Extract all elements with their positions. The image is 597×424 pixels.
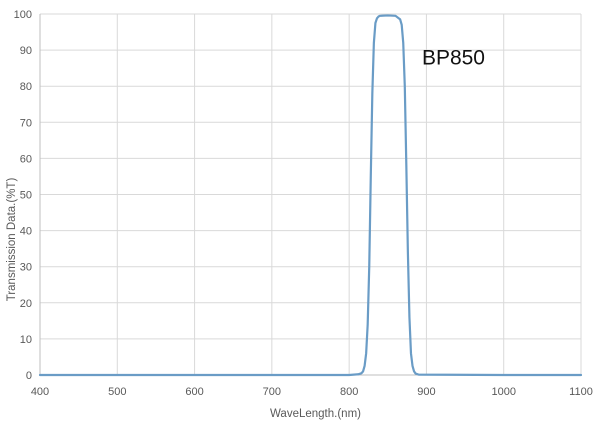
x-tick-label-1000: 1000 [491, 386, 515, 398]
y-tick-label-30: 30 [20, 262, 32, 274]
y-tick-label-0: 0 [26, 370, 32, 382]
y-tick-label-60: 60 [20, 153, 32, 165]
series-group [38, 14, 583, 377]
y-axis-title: Transmission Data.(%T) [6, 178, 18, 302]
y-tick-label-20: 20 [20, 298, 32, 310]
series-line-0 [38, 14, 583, 377]
y-tick-labels: 0 10 20 30 40 50 60 70 80 90 100 [14, 9, 32, 382]
x-tick-labels: 400 500 600 700 800 900 1000 1100 [31, 386, 593, 398]
x-tick-label-1100: 1100 [569, 386, 593, 398]
x-tick-label-900: 900 [417, 386, 435, 398]
x-tick-label-700: 700 [263, 386, 281, 398]
grid-lines [40, 13, 582, 375]
y-tick-label-10: 10 [20, 334, 32, 346]
y-tick-label-90: 90 [20, 45, 32, 57]
y-tick-label-80: 80 [20, 81, 32, 93]
x-axis-title: WaveLength.(nm) [270, 408, 361, 420]
x-tick-label-600: 600 [185, 386, 203, 398]
x-tick-label-500: 500 [108, 386, 126, 398]
x-tick-label-800: 800 [340, 386, 358, 398]
y-tick-label-50: 50 [20, 190, 32, 202]
x-tick-label-400: 400 [31, 386, 49, 398]
y-tick-label-70: 70 [20, 117, 32, 129]
annotation-label: BP850 [422, 46, 485, 69]
y-tick-label-40: 40 [20, 226, 32, 238]
y-tick-label-100: 100 [14, 9, 32, 21]
